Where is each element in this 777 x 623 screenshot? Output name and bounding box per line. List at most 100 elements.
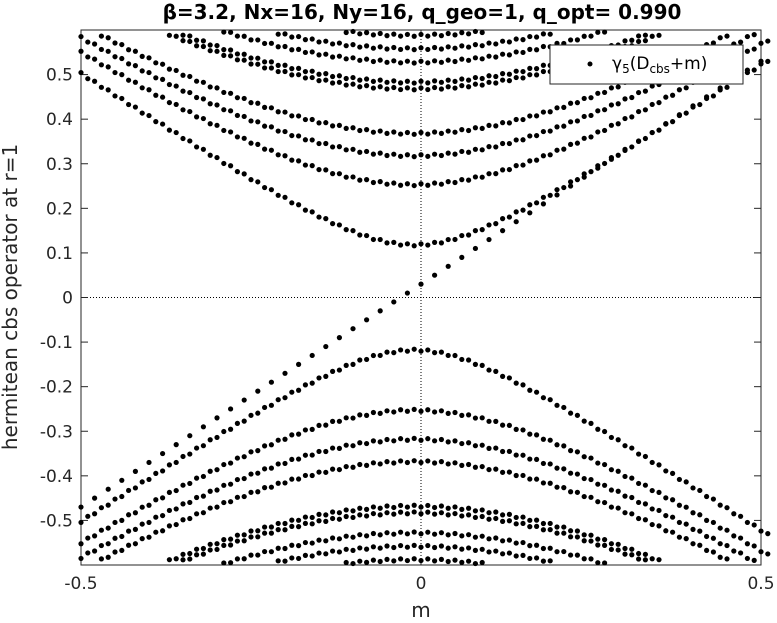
data-point [452, 32, 458, 38]
data-point [534, 47, 540, 53]
data-point [92, 41, 98, 47]
data-point [404, 557, 410, 564]
y-tick-label: 0 [62, 289, 73, 309]
data-point [425, 529, 431, 535]
data-point [228, 560, 234, 566]
data-point [398, 509, 404, 515]
data-point [751, 32, 757, 38]
data-point [336, 144, 342, 150]
data-point [309, 426, 315, 432]
data-point [676, 112, 683, 119]
data-point [744, 541, 751, 547]
data-point [275, 152, 281, 158]
data-point [670, 470, 676, 476]
data-point [622, 510, 628, 516]
data-point [411, 131, 417, 137]
data-point [200, 551, 206, 557]
data-point [615, 152, 621, 158]
data-point [751, 543, 757, 549]
data-point [350, 534, 356, 540]
data-point [418, 58, 424, 64]
data-points [78, 28, 771, 567]
data-point [398, 80, 404, 86]
data-point [445, 236, 451, 243]
data-point [738, 513, 744, 519]
data-point [384, 543, 390, 549]
data-point [112, 54, 118, 60]
data-point [670, 497, 676, 503]
data-point [194, 94, 200, 101]
data-point [568, 37, 574, 43]
data-point [520, 207, 526, 213]
data-point [527, 517, 533, 523]
data-point [275, 44, 281, 50]
data-point [595, 499, 601, 505]
data-point [758, 528, 764, 534]
data-point [540, 194, 547, 200]
data-point [432, 350, 438, 356]
data-point [153, 119, 159, 125]
data-point [534, 34, 540, 40]
data-point [506, 375, 512, 381]
data-point [568, 448, 574, 454]
data-point [472, 443, 478, 449]
data-point [350, 560, 356, 567]
data-point [438, 79, 444, 85]
data-point [520, 68, 526, 75]
data-point [493, 123, 499, 129]
data-point [704, 547, 710, 554]
data-point [690, 526, 696, 532]
data-point [615, 547, 621, 553]
data-point [391, 504, 397, 511]
data-point [581, 135, 587, 141]
data-point [248, 61, 254, 67]
data-point [561, 485, 567, 491]
data-point [452, 58, 458, 65]
y-axis-label: hermitean cbs operator at r=1 [0, 144, 22, 450]
data-point [513, 209, 519, 215]
data-point [248, 140, 254, 146]
data-point [221, 47, 227, 53]
data-point [132, 485, 138, 491]
data-point [751, 67, 757, 73]
data-point [289, 389, 295, 395]
data-point [282, 480, 288, 486]
data-point [262, 146, 268, 152]
data-point [180, 551, 186, 557]
data-point [500, 512, 506, 518]
data-point [207, 42, 213, 48]
data-point [370, 530, 376, 537]
data-point [248, 449, 254, 455]
data-point [160, 121, 166, 127]
data-point [506, 537, 512, 543]
data-point [187, 73, 193, 80]
data-point [262, 524, 268, 530]
data-point [323, 512, 329, 518]
data-point [330, 368, 336, 374]
data-point [370, 504, 376, 510]
data-point [622, 473, 628, 480]
data-point [438, 59, 444, 65]
data-point [751, 46, 757, 52]
data-point [262, 466, 268, 472]
data-point [187, 108, 193, 115]
data-point [282, 31, 288, 37]
data-point [466, 357, 472, 363]
x-tick-label: -0.5 [64, 574, 97, 594]
data-point [180, 107, 186, 113]
data-point [343, 29, 349, 36]
data-point [160, 94, 166, 100]
data-point [302, 382, 308, 388]
data-point [228, 499, 234, 505]
data-point [540, 460, 547, 467]
data-point [336, 445, 342, 451]
data-point [581, 95, 587, 102]
data-point [744, 69, 751, 76]
data-point [234, 455, 240, 461]
data-point [146, 476, 152, 483]
data-point [207, 152, 213, 158]
data-point [622, 146, 628, 152]
data-point [364, 43, 370, 49]
data-point [105, 525, 111, 531]
data-point [445, 84, 451, 90]
